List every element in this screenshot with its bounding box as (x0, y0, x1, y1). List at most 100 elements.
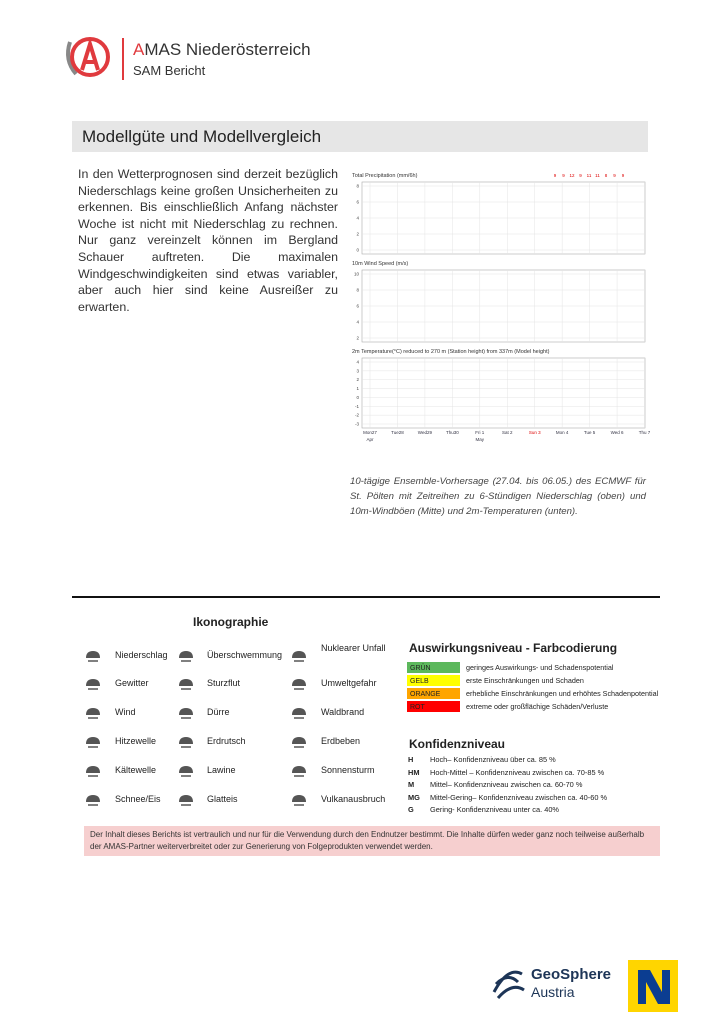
confidence-code: H (408, 755, 414, 764)
logo (66, 37, 110, 77)
panel-ytick: 4 (356, 216, 359, 221)
x-label: Mon27 (363, 430, 377, 435)
footer-brand-sub: Austria (531, 984, 575, 1000)
impact-level: ROT (406, 700, 461, 713)
x-label: Tue 5 (584, 430, 596, 435)
panel-frame (361, 357, 646, 429)
annotation: 11 (595, 173, 600, 178)
geosphere-logo (492, 970, 525, 1000)
icon-shape (179, 679, 193, 690)
panel-ytick: 10 (354, 272, 360, 277)
icon-shape (292, 708, 306, 719)
icon-label: Erdbeben (321, 736, 361, 746)
confidence-code: HM (408, 767, 420, 777)
annotation: 9 (622, 173, 625, 178)
panel-ytick: 2 (356, 336, 359, 341)
x-label: Mon 4 (556, 430, 569, 435)
icon-label: Vulkanausbruch (321, 794, 386, 804)
x-sublabel: Apr (366, 437, 374, 442)
header-title: AMAS Niederösterreich (133, 40, 311, 59)
icon-shape (179, 766, 193, 777)
icon-shape (292, 766, 306, 777)
impact-text: geringes Auswirkungs- und Schadenspotent… (466, 663, 614, 672)
icon-glyph (176, 732, 196, 750)
figure-caption: 10-tägige Ensemble-Vorhersage (27.04. bi… (350, 476, 646, 517)
icon-label: Schnee/Eis (115, 794, 161, 804)
annotation: 12 (569, 173, 575, 178)
section-heading: Modellgüte und Modellvergleich (72, 121, 648, 152)
icon-label: Nuklearer Unfall (321, 643, 386, 653)
impact-text: extreme oder großflächige Schäden/Verlus… (466, 702, 609, 711)
icon-glyph (176, 646, 196, 664)
icon-glyph (83, 703, 103, 721)
icon-shape (292, 679, 306, 690)
footer-brand: GeoSphere (531, 966, 612, 983)
icon-shape (86, 679, 100, 690)
icon-shape (86, 737, 100, 748)
x-label: Wed 6 (611, 430, 624, 435)
x-label: Sun 3 (529, 430, 541, 435)
icon-label: Umweltgefahr (321, 678, 377, 688)
icon-glyph (289, 732, 309, 750)
icon-glyph (289, 790, 309, 808)
panel-ytick: 0 (356, 395, 359, 400)
panel-ytick: 2 (356, 232, 359, 237)
panel-ytick: -1 (355, 404, 359, 409)
confidence-code: MG (408, 792, 420, 802)
icon-shape (179, 737, 193, 748)
meteogram: Total Precipitation (mm/6h) 8 6 4 2 0 10m Wind… (352, 173, 650, 442)
x-label: Fri 1 (475, 430, 484, 435)
icon-glyph (176, 790, 196, 808)
panel-ytick: 4 (356, 360, 359, 365)
icon-label: Überschwemmung (207, 650, 283, 660)
panel-ytick: -2 (355, 413, 359, 418)
icon-glyph (83, 761, 103, 779)
confidence-text: Hoch-Mittel – Konfidenzniveau zwischen c… (430, 767, 605, 777)
icon-glyph (289, 761, 309, 779)
panel-ytick: 3 (356, 368, 359, 373)
impact-text: erste Einschränkungen und Schaden (466, 676, 584, 685)
annotation: 9 (613, 173, 616, 178)
annotation: 8 (605, 173, 608, 178)
annotation: 11 (587, 173, 592, 178)
panel-ytick: 8 (356, 288, 359, 293)
x-label: Thu 7 (639, 430, 650, 435)
section-paragraph: In den Wetterprognosen sind derzeit bezü… (78, 167, 338, 314)
panel-ytick: 4 (356, 320, 359, 325)
confidence-text: Mittel– Konfidenzniveau zwischen ca. 60-… (430, 780, 583, 789)
icon-label: Niederschlag (115, 650, 168, 660)
icon-label: Kältewelle (115, 765, 157, 775)
panel-ytick: -3 (355, 422, 359, 427)
icon-label: Waldbrand (321, 707, 365, 717)
confidence-title: Konfidenzniveau (409, 737, 506, 751)
icon-glyph (83, 646, 103, 664)
icon-label: Gewitter (115, 678, 149, 688)
icon-shape (292, 651, 306, 662)
header-subtitle: SAM Bericht (133, 63, 206, 78)
icon-glyph (176, 703, 196, 721)
icon-shape (86, 651, 100, 662)
icon-label: Lawine (207, 765, 236, 775)
impact-level: ORANGE (406, 687, 461, 700)
icon-shape (179, 795, 193, 806)
impact-level: GRÜN (406, 661, 461, 674)
x-label: Thu30 (446, 430, 459, 435)
x-sublabel: May (476, 437, 485, 442)
panel-ytick: 2 (356, 377, 359, 382)
panel-ytick: 1 (356, 386, 359, 391)
panel-ytick: 6 (356, 200, 359, 205)
icon-title: Ikonographie (193, 615, 269, 629)
icon-label: Wind (115, 707, 136, 717)
icon-glyph (289, 703, 309, 721)
icon-glyph (289, 646, 309, 664)
annotation: 9 (579, 173, 582, 178)
panel-ytick: 6 (356, 304, 359, 309)
panel-title: Total Precipitation (mm/6h) (352, 173, 418, 179)
impact-text: erhebliche Einschränkungen und erhöhtes … (466, 689, 659, 698)
confidence-text: Hoch– Konfidenzniveau über ca. 85 % (430, 755, 556, 764)
icon-glyph (176, 674, 196, 692)
impact-title: Auswirkungsniveau - Farbcodierung (409, 641, 618, 655)
confidence-text: Gering- Konfidenzniveau unter ca. 40% (430, 805, 560, 814)
panel-title: 2m Temperature(°C) reduced to 270 m (Sta… (352, 349, 550, 355)
